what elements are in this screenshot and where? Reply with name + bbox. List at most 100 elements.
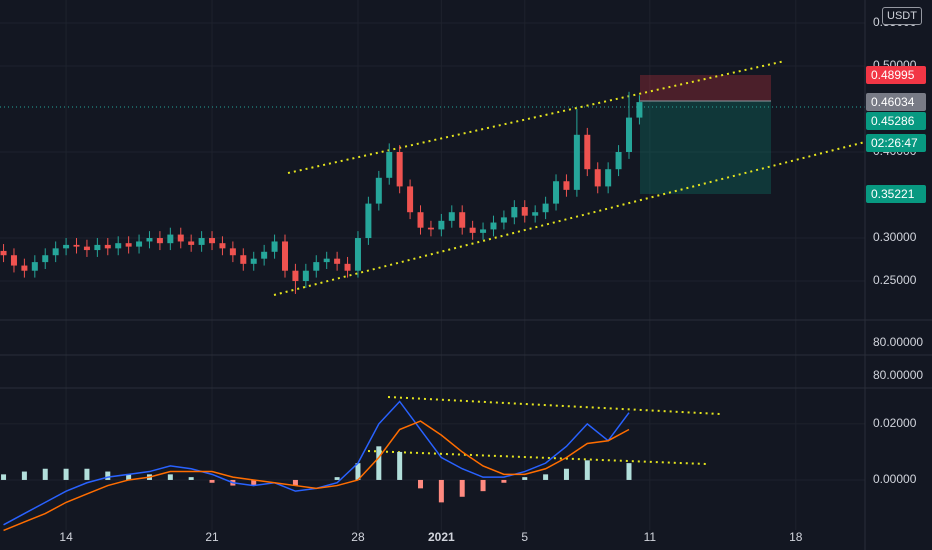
histogram-bar (63, 468, 69, 480)
candle-body (553, 181, 560, 204)
y-tick-label: 0.30000 (873, 230, 917, 244)
x-tick-label: 28 (351, 530, 365, 544)
candle-body (261, 251, 268, 259)
histogram-bar (376, 446, 382, 480)
candle-body (94, 244, 101, 251)
candle-body (605, 169, 612, 187)
candle-body (0, 250, 7, 256)
histogram-bar (501, 479, 507, 483)
price-tag: 0.45286 (866, 112, 926, 130)
histogram-bar (543, 474, 549, 480)
histogram-bar (480, 479, 486, 492)
histogram-bar (251, 479, 257, 486)
histogram-bar (626, 463, 632, 480)
countdown-tag: 02:26:47 (866, 134, 926, 152)
candle-body (21, 265, 28, 271)
candle-body (417, 212, 424, 228)
histogram-bar (126, 474, 132, 480)
candle-body (344, 263, 351, 271)
histogram-bar (167, 474, 173, 480)
candle-body (42, 255, 49, 263)
candle-body (83, 246, 90, 251)
trend-line (287, 60, 786, 174)
indicator-line (3, 400, 630, 526)
candle-body (427, 227, 434, 230)
candle-body (407, 186, 414, 213)
histogram-bar (418, 479, 424, 489)
x-tick-label: 5 (521, 530, 528, 544)
trend-line (387, 396, 721, 415)
pane-label: 80.00000 (873, 368, 923, 382)
trend-line (273, 141, 866, 296)
histogram-bar (563, 468, 569, 480)
candle-body (281, 241, 288, 271)
candle-body (469, 227, 476, 233)
x-tick-label: 14 (59, 530, 73, 544)
candle-body (438, 220, 445, 230)
price-tag: 0.48995 (866, 66, 926, 84)
candle-body (31, 262, 38, 271)
candle-body (480, 229, 487, 233)
candle-body (302, 270, 309, 282)
candle-body (146, 238, 153, 242)
candle-body (323, 258, 330, 263)
candle-body (177, 234, 184, 242)
candle-body (156, 238, 163, 244)
histogram-bar (1, 474, 7, 480)
candle-body (52, 248, 59, 256)
histogram-bar (438, 479, 444, 503)
y-tick-label: 0.25000 (873, 273, 917, 287)
candle-body (375, 177, 382, 204)
candle-body (292, 270, 299, 282)
candle-body (271, 241, 278, 252)
candle-body (584, 134, 591, 170)
candle-body (365, 203, 372, 239)
y-tick-label: 0.02000 (873, 416, 917, 430)
candle-body (542, 203, 549, 213)
candle-body (532, 212, 539, 216)
candle-body (240, 255, 247, 264)
candle-body (396, 152, 403, 187)
candle-body (10, 255, 17, 266)
candle-body (125, 243, 132, 247)
candle-body (521, 207, 528, 216)
candle-body (500, 217, 507, 223)
candle-body (448, 212, 455, 221)
candle-body (136, 241, 143, 247)
histogram-bar (584, 460, 590, 480)
x-tick-label: 11 (644, 530, 657, 544)
x-tick-label: 18 (789, 530, 803, 544)
candle-body (625, 117, 632, 152)
pane-label: 80.00000 (873, 335, 923, 349)
histogram-bar (355, 463, 361, 480)
candle-body (104, 244, 111, 249)
candle-body (511, 207, 518, 218)
histogram-bar (84, 468, 90, 480)
x-tick-label: 21 (205, 530, 219, 544)
candle-body (250, 258, 257, 264)
histogram-bar (105, 471, 111, 480)
candle-body (198, 238, 205, 245)
histogram-bar (397, 451, 403, 480)
candle-body (63, 244, 70, 249)
candle-body (313, 262, 320, 271)
candle-body (573, 134, 580, 190)
price-tag: 0.35221 (866, 185, 926, 203)
histogram-bar (42, 468, 48, 480)
candle-body (229, 248, 236, 256)
candle-body (354, 238, 361, 271)
candle-body (334, 258, 341, 264)
y-tick-label: 0.00000 (873, 472, 917, 486)
grid (0, 0, 865, 530)
candle-body (73, 244, 80, 247)
x-tick-label: 2021 (428, 530, 455, 544)
candle-body (636, 102, 643, 118)
candle-body (115, 243, 122, 249)
histogram-bar (209, 479, 215, 483)
currency-label: USDT (882, 7, 922, 25)
candle-body (219, 243, 226, 249)
candle-body (459, 212, 466, 228)
